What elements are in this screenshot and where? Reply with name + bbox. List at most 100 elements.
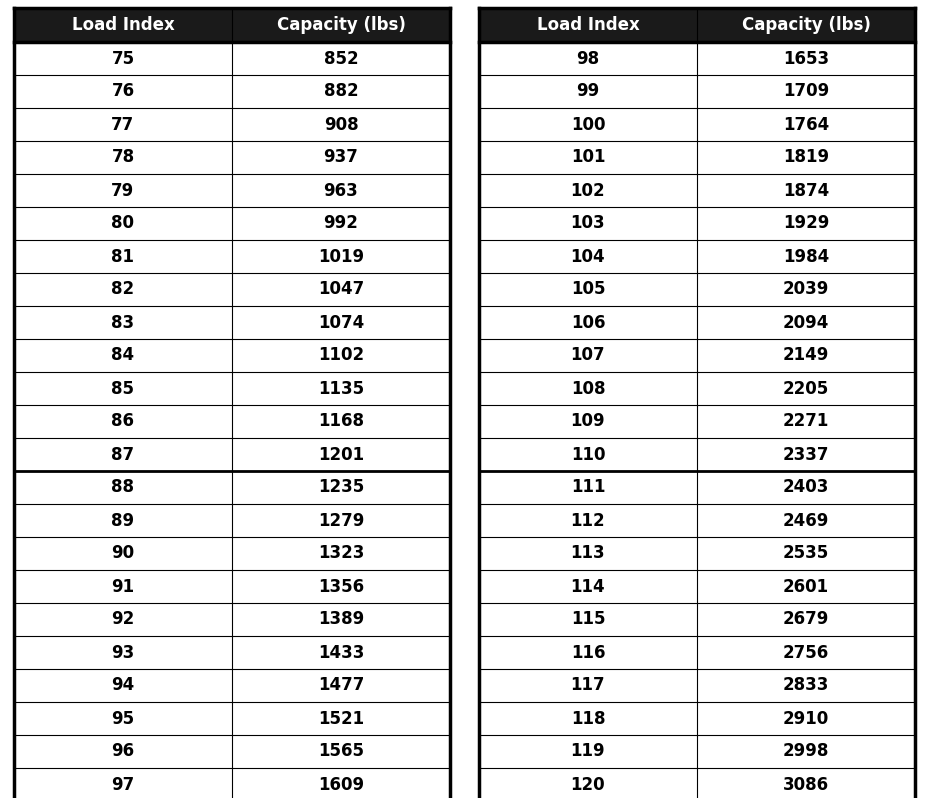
Text: 1389: 1389	[317, 610, 364, 629]
Bar	[479, 669, 914, 702]
Text: 2271: 2271	[782, 413, 829, 430]
Text: 83: 83	[111, 314, 135, 331]
Text: 2601: 2601	[782, 578, 828, 595]
Bar	[479, 504, 914, 537]
Text: 77: 77	[111, 116, 135, 133]
Bar	[14, 405, 449, 438]
Text: 80: 80	[111, 215, 135, 232]
Bar	[479, 471, 914, 504]
Text: 2535: 2535	[782, 544, 828, 563]
Text: 2039: 2039	[782, 281, 829, 298]
Text: 2998: 2998	[782, 742, 829, 760]
Text: 76: 76	[111, 82, 135, 101]
Bar	[14, 306, 449, 339]
Bar	[479, 240, 914, 273]
Text: 99: 99	[575, 82, 599, 101]
Bar	[14, 438, 449, 471]
Text: 2403: 2403	[782, 479, 829, 496]
Text: 1819: 1819	[782, 148, 828, 167]
Text: 1433: 1433	[317, 643, 364, 662]
Text: 2756: 2756	[782, 643, 828, 662]
Text: 101: 101	[570, 148, 605, 167]
Bar	[479, 735, 914, 768]
Text: 2149: 2149	[782, 346, 829, 365]
Text: 112: 112	[570, 512, 605, 530]
Bar	[14, 108, 449, 141]
Bar	[14, 504, 449, 537]
Bar	[479, 174, 914, 207]
Text: 119: 119	[570, 742, 605, 760]
Text: 111: 111	[570, 479, 605, 496]
Text: 1279: 1279	[317, 512, 364, 530]
Bar	[479, 438, 914, 471]
Text: 2094: 2094	[782, 314, 829, 331]
Bar	[14, 603, 449, 636]
Bar	[479, 8, 914, 42]
Text: 104: 104	[570, 247, 605, 266]
Text: 120: 120	[570, 776, 605, 793]
Text: 108: 108	[570, 380, 605, 397]
Bar	[479, 372, 914, 405]
Bar	[479, 75, 914, 108]
Text: 100: 100	[570, 116, 605, 133]
Text: 94: 94	[111, 677, 135, 694]
Text: 1521: 1521	[317, 709, 364, 728]
Bar	[14, 636, 449, 669]
Text: 93: 93	[111, 643, 135, 662]
Text: 1019: 1019	[317, 247, 364, 266]
Text: 116: 116	[570, 643, 605, 662]
Text: 78: 78	[111, 148, 135, 167]
Bar	[14, 240, 449, 273]
Text: 937: 937	[323, 148, 358, 167]
Bar	[479, 273, 914, 306]
Text: 882: 882	[323, 82, 358, 101]
Text: 89: 89	[111, 512, 135, 530]
Text: 113: 113	[570, 544, 605, 563]
Text: 81: 81	[111, 247, 135, 266]
Text: Capacity (lbs): Capacity (lbs)	[741, 16, 870, 34]
Text: 106: 106	[570, 314, 605, 331]
Bar	[14, 669, 449, 702]
Bar	[14, 42, 449, 75]
Text: 91: 91	[111, 578, 135, 595]
Text: 85: 85	[111, 380, 135, 397]
Text: Load Index: Load Index	[71, 16, 174, 34]
Text: 2205: 2205	[782, 380, 828, 397]
Text: 79: 79	[111, 181, 135, 200]
Bar	[14, 174, 449, 207]
Text: 2469: 2469	[782, 512, 829, 530]
Bar	[14, 207, 449, 240]
Text: 110: 110	[570, 445, 605, 464]
Text: 908: 908	[323, 116, 358, 133]
Text: 115: 115	[570, 610, 605, 629]
Bar	[14, 735, 449, 768]
Text: 87: 87	[111, 445, 135, 464]
Text: 96: 96	[111, 742, 135, 760]
Bar	[14, 570, 449, 603]
Bar	[14, 702, 449, 735]
Text: 2679: 2679	[782, 610, 829, 629]
Text: 86: 86	[111, 413, 135, 430]
Bar	[14, 768, 449, 798]
Text: 109: 109	[570, 413, 605, 430]
Bar	[479, 768, 914, 798]
Bar	[479, 207, 914, 240]
Text: 963: 963	[323, 181, 358, 200]
Bar	[14, 537, 449, 570]
Bar	[479, 339, 914, 372]
Bar	[14, 273, 449, 306]
Text: 105: 105	[570, 281, 605, 298]
Text: 1477: 1477	[317, 677, 364, 694]
Bar	[479, 141, 914, 174]
Text: 90: 90	[111, 544, 135, 563]
Text: 1168: 1168	[317, 413, 364, 430]
Text: 1764: 1764	[782, 116, 828, 133]
Text: 1609: 1609	[317, 776, 364, 793]
Text: 1074: 1074	[317, 314, 364, 331]
Bar	[479, 537, 914, 570]
Text: 98: 98	[575, 49, 599, 68]
Bar	[14, 372, 449, 405]
Bar	[14, 8, 449, 42]
Bar	[479, 570, 914, 603]
Bar	[14, 141, 449, 174]
